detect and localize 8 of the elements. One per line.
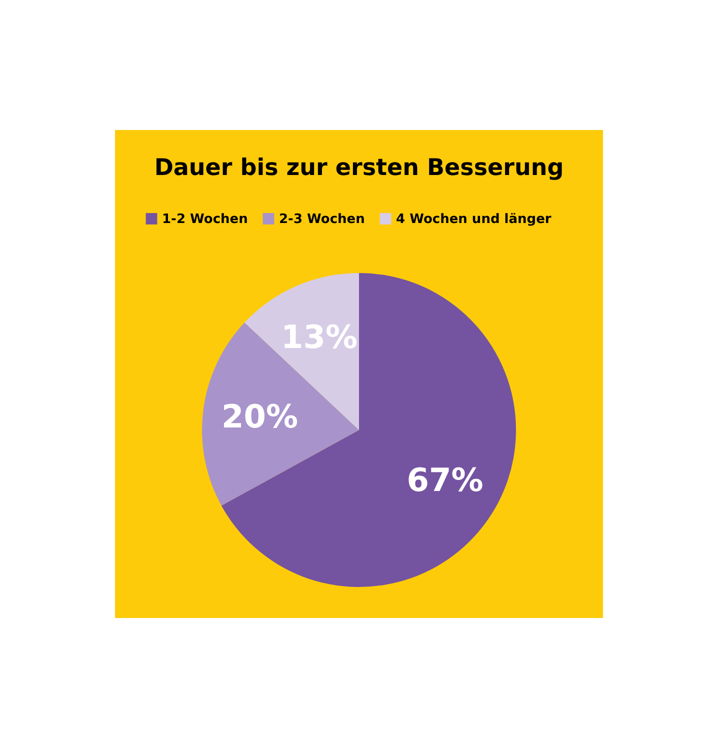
legend-label: 2-3 Wochen [279, 212, 365, 227]
chart-title: Dauer bis zur ersten Besserung [154, 155, 564, 181]
pie-slice [221, 273, 516, 587]
legend-label: 4 Wochen und länger [396, 212, 552, 227]
pie-slice [202, 322, 359, 506]
legend-label: 1-2 Wochen [162, 212, 248, 227]
data-label: 20% [221, 397, 298, 436]
data-label: 67% [406, 460, 484, 499]
